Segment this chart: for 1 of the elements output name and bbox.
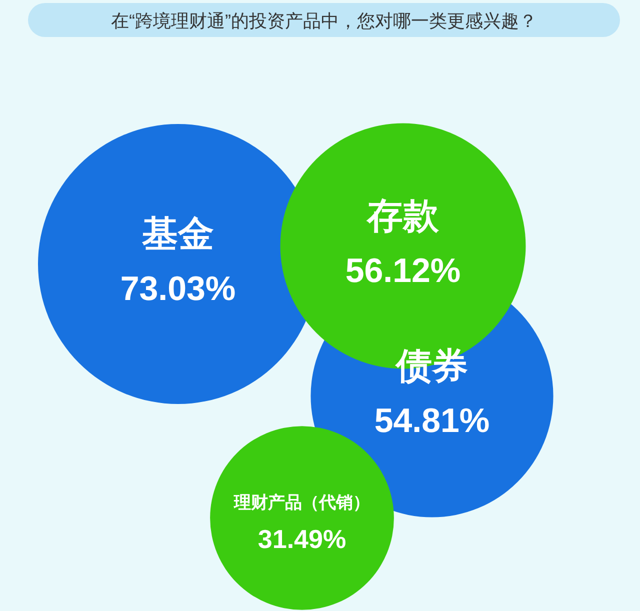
text: 在“跨境理财通”的投资产品中，您对哪一类更感兴趣？ [111,11,537,31]
